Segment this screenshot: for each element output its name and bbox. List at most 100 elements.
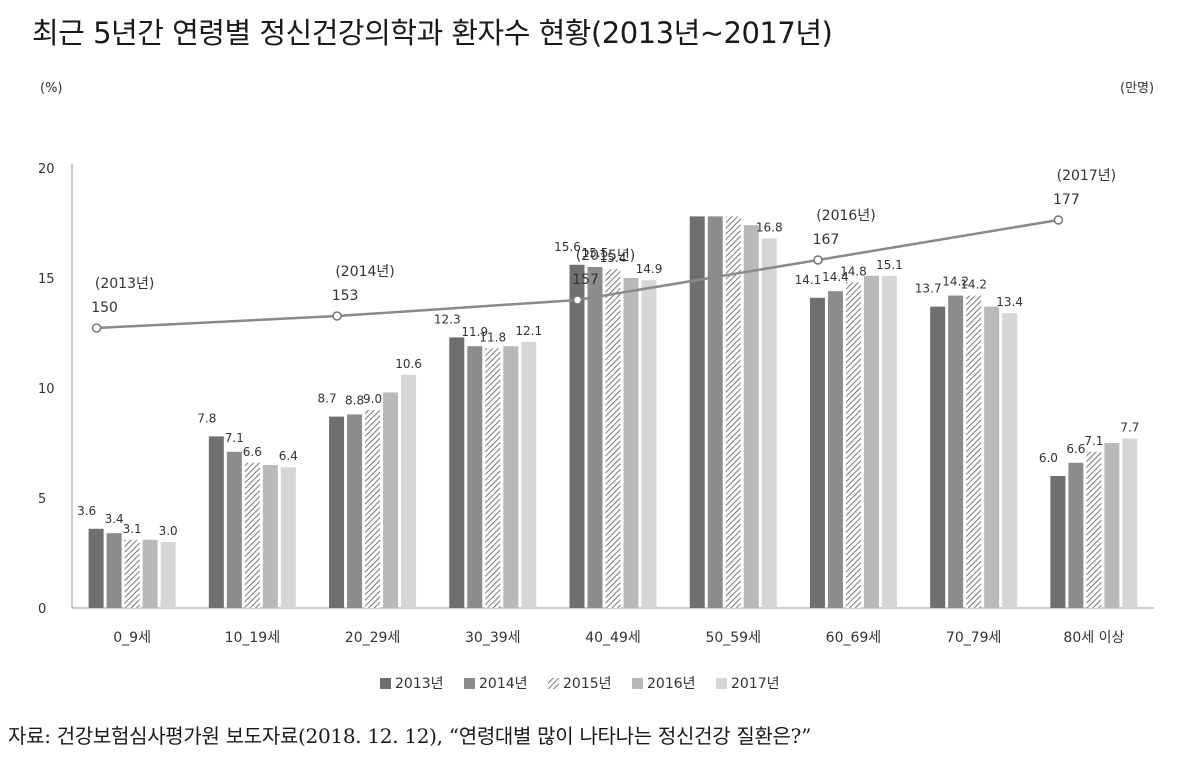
bar-2015년-30_39세 (485, 348, 501, 608)
y-tick-label: 5 (38, 492, 46, 507)
bar-value-label: 7.1 (225, 431, 244, 445)
source-note: 자료: 건강보험심사평가원 보도자료(2018. 12. 12), “연령대별 … (8, 724, 812, 748)
x-category-label: 80세 이상 (1063, 630, 1124, 646)
patients-point (1053, 215, 1064, 225)
bar-2014년-60_69세 (827, 291, 843, 608)
bar-value-label: 14.1 (795, 273, 822, 287)
bar-2015년-10_19세 (244, 462, 260, 608)
bar-2015년-0_9세 (124, 539, 140, 608)
legend-label-2015년: 2015년 (563, 676, 612, 692)
legend-label-2017년: 2017년 (731, 676, 780, 692)
x-category-label: 10_19세 (225, 630, 281, 646)
patients-point (813, 255, 823, 265)
bar-value-label: 13.4 (996, 295, 1023, 309)
bar-2016년-70_79세 (984, 306, 1000, 608)
patients-year-label: (2017년) (1057, 168, 1116, 184)
patients-value-label: 150 (91, 300, 118, 316)
y-tick-label: 15 (38, 272, 55, 287)
bar-2013년-0_9세 (88, 528, 104, 608)
bar-2014년-30_39세 (467, 346, 483, 608)
legend-label-2013년: 2013년 (395, 676, 444, 692)
bar-line-chart: (%) (만명) 0 5 10 15 20 0_9세 10_19세 20_29세 30_39세 40_… (38, 81, 1154, 692)
legend: 2013년 2014년 2015년 2016년 2017년 (380, 676, 780, 692)
bar-2016년-20_29세 (383, 392, 399, 608)
bar-2014년-20_29세 (347, 414, 363, 608)
patients-value-label: 177 (1053, 192, 1080, 208)
bar-2016년-40_49세 (623, 278, 639, 608)
y-tick-label: 10 (38, 382, 55, 397)
bar-value-label: 7.1 (1084, 434, 1103, 448)
bar-2014년-10_19세 (226, 451, 242, 608)
legend-swatch-2015년 (548, 678, 559, 689)
patients-point (91, 323, 102, 333)
x-category-label: 50_59세 (705, 630, 761, 646)
bar-2014년-50_59세 (707, 216, 723, 608)
bar-2013년-80세 이상 (1050, 476, 1066, 608)
y2-axis-unit-label: (만명) (1120, 81, 1154, 96)
bar-2017년-60_69세 (881, 275, 897, 608)
bar-2015년-40_49세 (605, 269, 621, 608)
bar-value-label: 16.8 (756, 220, 783, 234)
bar-value-label: 12.3 (434, 312, 461, 326)
bar-value-label: 14.2 (960, 278, 987, 292)
bar-2016년-0_9세 (142, 539, 158, 608)
x-category-label: 0_9세 (113, 630, 151, 646)
bar-value-label: 3.0 (159, 524, 178, 538)
bar-value-label: 13.7 (915, 282, 942, 296)
legend-swatch-2017년 (716, 678, 727, 689)
bar-2013년-50_59세 (689, 216, 705, 608)
x-category-label: 40_49세 (585, 630, 641, 646)
bar-value-label: 14.4 (822, 270, 849, 284)
chart-panel: (%) (만명) 0 5 10 15 20 0_9세 10_19세 20_29세 30_39세 40_… (24, 64, 1174, 704)
patients-value-label: 167 (813, 232, 840, 248)
bar-value-label: 14.2 (942, 275, 969, 289)
bar-value-label: 14.9 (636, 262, 663, 276)
legend-swatch-2016년 (632, 678, 643, 689)
bar-2016년-50_59세 (743, 225, 759, 608)
patients-value-label: 153 (332, 288, 359, 304)
y-tick-label: 20 (38, 162, 55, 177)
bar-2013년-60_69세 (809, 297, 825, 608)
legend-label-2016년: 2016년 (647, 676, 696, 692)
bar-value-label: 10.6 (395, 357, 422, 371)
bar-2013년-30_39세 (449, 337, 465, 608)
bar-value-label: 8.8 (345, 393, 364, 407)
bar-2015년-70_79세 (966, 295, 982, 608)
bar-value-label: 11.8 (479, 330, 506, 344)
bar-value-label: 3.1 (123, 522, 142, 536)
bar-value-label: 6.6 (1066, 442, 1085, 456)
bar-2013년-70_79세 (930, 306, 946, 608)
bar-2017년-50_59세 (761, 238, 777, 608)
bar-2013년-20_29세 (329, 416, 345, 608)
y-axis-unit-label: (%) (40, 81, 63, 96)
patients-year-label: (2013년) (95, 276, 154, 292)
bar-value-label: 9.0 (363, 392, 382, 406)
bar-2014년-40_49세 (587, 267, 603, 608)
bar-2013년-40_49세 (569, 264, 585, 608)
bar-2017년-30_39세 (521, 341, 537, 608)
bar-value-label: 3.6 (77, 504, 96, 518)
x-category-label: 60_69세 (826, 630, 882, 646)
y-tick-label: 0 (38, 602, 46, 617)
bar-value-label: 6.0 (1039, 451, 1058, 465)
bar-2015년-60_69세 (845, 282, 861, 608)
patients-point (332, 311, 342, 321)
legend-label-2014년: 2014년 (479, 676, 528, 692)
x-category-label: 70_79세 (946, 630, 1002, 646)
bar-2013년-10_19세 (208, 436, 224, 608)
bar-2015년-50_59세 (725, 216, 741, 608)
bar-value-label: 15.6 (554, 240, 581, 254)
bar-2015년-80세 이상 (1086, 451, 1102, 608)
bar-value-label: 3.4 (105, 512, 124, 526)
bar-2017년-70_79세 (1002, 313, 1018, 608)
bar-2017년-0_9세 (160, 542, 176, 608)
bar-2014년-80세 이상 (1068, 462, 1084, 608)
bar-2017년-80세 이상 (1122, 438, 1138, 608)
chart-title: 최근 5년간 연령별 정신건강의학과 환자수 현황(2013년~2017년) (32, 16, 833, 50)
bar-value-label: 7.8 (197, 411, 216, 425)
bar-value-label: 6.6 (243, 445, 262, 459)
bar-2017년-40_49세 (641, 280, 657, 608)
bar-value-label: 12.1 (515, 324, 542, 338)
patients-point (572, 295, 583, 305)
patients-value-label: 157 (572, 272, 599, 288)
